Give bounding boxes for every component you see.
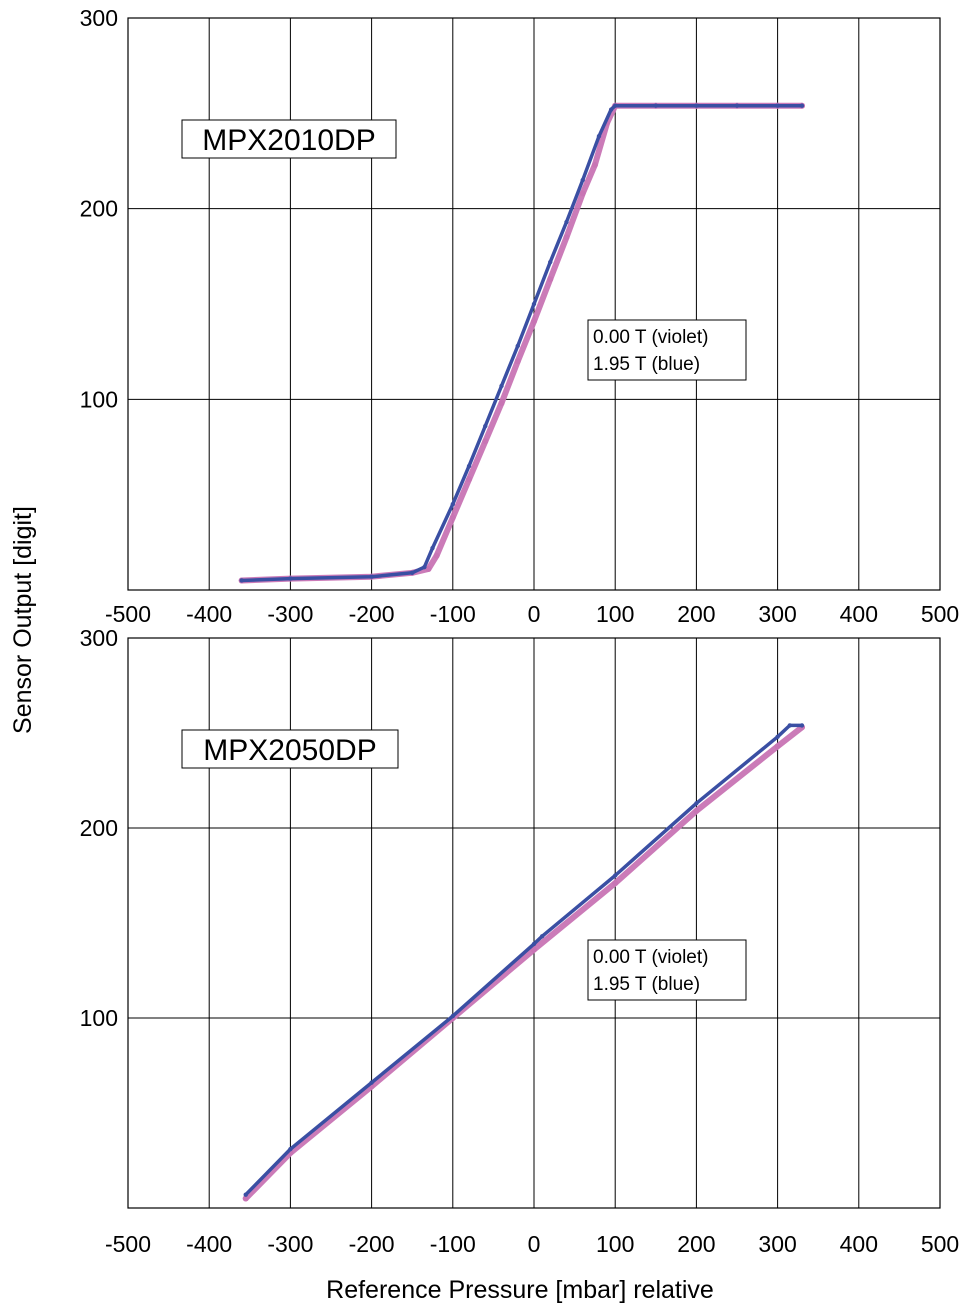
data-point <box>613 103 618 108</box>
x-tick-label: 100 <box>596 1231 634 1257</box>
x-axis-label: Reference Pressure [mbar] relative <box>326 1276 714 1304</box>
data-point <box>433 552 440 559</box>
plot-frame <box>127 637 941 1209</box>
y-tick-label: 100 <box>80 386 118 412</box>
x-tick-label: 300 <box>758 1231 796 1257</box>
data-point <box>613 873 618 878</box>
data-point <box>450 1013 455 1019</box>
x-tick-label: -100 <box>430 601 476 627</box>
data-point <box>498 400 505 407</box>
data-point <box>693 807 700 814</box>
data-point <box>787 723 792 728</box>
legend-entry: 0.00 T (violet) <box>593 327 708 348</box>
x-tick-label: -500 <box>105 601 151 627</box>
chart-panel-2: -500 -400 -300 -200 -100 0 100 200 300 400 500 100 2… <box>80 625 960 1257</box>
chart-panel-1: -500 -400 -300 -200 -100 0 100 200 300 400 500 100 2… <box>80 5 960 627</box>
data-point <box>430 545 435 551</box>
data-point <box>242 1195 249 1202</box>
data-point <box>580 177 585 183</box>
data-point <box>547 276 554 283</box>
y-tick-label: 200 <box>80 815 118 841</box>
data-point <box>466 463 472 469</box>
data-point <box>466 476 473 483</box>
x-tick-label: 200 <box>677 1231 715 1257</box>
x-tick-label: -400 <box>186 601 232 627</box>
x-tick-label: 100 <box>596 601 634 627</box>
legend-entry: 1.95 T (blue) <box>593 974 700 995</box>
data-point <box>694 103 699 108</box>
data-point <box>734 103 740 108</box>
x-tick-label: 400 <box>840 601 878 627</box>
data-point <box>799 103 805 108</box>
data-point <box>579 190 586 197</box>
y-tick-label: 200 <box>80 196 118 222</box>
x-tick-label: -400 <box>186 1231 232 1257</box>
data-point <box>239 578 244 583</box>
data-point <box>539 934 545 939</box>
sensor-label-box <box>181 729 399 769</box>
data-point <box>422 564 427 570</box>
sensor-label: MPX2050DP <box>203 734 376 767</box>
x-tick-label: 500 <box>921 1231 959 1257</box>
data-point <box>449 514 456 521</box>
sensor-label-box <box>181 119 397 159</box>
x-tick-label: 400 <box>840 1231 878 1257</box>
x-tick-label: 200 <box>677 601 715 627</box>
data-point <box>483 423 488 429</box>
data-point <box>499 383 504 389</box>
data-point <box>531 946 537 953</box>
x-tick-label: -100 <box>430 1231 476 1257</box>
y-axis-label: Sensor Output [digit] <box>9 506 37 734</box>
data-point <box>591 161 598 168</box>
data-point <box>410 570 415 576</box>
data-point <box>775 734 780 739</box>
data-point <box>563 234 570 241</box>
data-point <box>288 576 293 581</box>
data-point <box>612 880 619 887</box>
data-point <box>774 743 781 750</box>
data-point <box>369 574 374 579</box>
data-point <box>531 301 537 307</box>
x-tick-label: -300 <box>267 1231 313 1257</box>
data-point <box>450 502 455 507</box>
plot-frame <box>127 17 941 591</box>
legend-entry: 0.00 T (violet) <box>593 947 708 968</box>
data-point <box>596 134 602 139</box>
data-point <box>799 723 805 728</box>
x-tick-label: 300 <box>758 601 796 627</box>
x-tick-label: 0 <box>528 601 541 627</box>
data-point <box>653 103 658 108</box>
data-point <box>369 1080 374 1085</box>
data-point <box>288 1146 293 1152</box>
x-tick-label: -200 <box>349 1231 395 1257</box>
x-tick-label: 500 <box>921 601 959 627</box>
data-point <box>531 318 537 325</box>
x-tick-label: -300 <box>267 601 313 627</box>
data-point <box>548 259 553 265</box>
y-tick-label: 300 <box>80 5 118 31</box>
data-point <box>531 941 537 947</box>
data-point <box>482 438 489 445</box>
y-tick-label: 100 <box>80 1005 118 1031</box>
data-point <box>514 358 521 365</box>
legend-box <box>587 939 747 1001</box>
data-point <box>515 343 520 349</box>
data-point <box>425 566 432 573</box>
sensor-label: MPX2010DP <box>202 124 375 157</box>
y-tick-label: 300 <box>80 625 118 651</box>
data-point <box>608 107 614 112</box>
data-point <box>775 103 780 108</box>
data-point <box>694 801 699 806</box>
x-tick-label: 0 <box>528 1231 541 1257</box>
data-point <box>243 1192 248 1197</box>
legend-entry: 1.95 T (blue) <box>593 354 700 375</box>
x-tick-label: -200 <box>349 601 395 627</box>
data-point <box>564 219 569 225</box>
x-tick-label: -500 <box>105 1231 151 1257</box>
legend-box <box>587 319 747 381</box>
